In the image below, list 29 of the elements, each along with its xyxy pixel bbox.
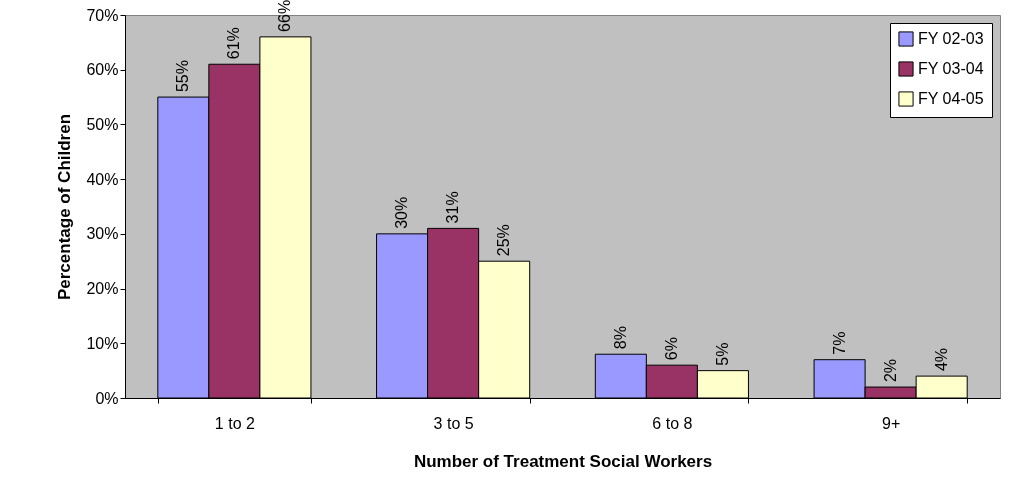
legend-label: FY 04-05 [918, 90, 984, 107]
data-label: 4% [932, 347, 950, 372]
data-label: 66% [276, 0, 294, 32]
y-tick-label: 30% [86, 225, 119, 243]
y-tick-label: 10% [86, 334, 119, 352]
y-tick-label: 70% [86, 6, 119, 24]
data-label: 61% [225, 27, 243, 60]
data-label: 55% [174, 60, 192, 93]
data-label: 7% [830, 331, 848, 355]
y-tick-label: 50% [86, 115, 119, 133]
y-tick-label: 40% [86, 170, 119, 188]
data-label: 2% [881, 358, 899, 383]
data-label: 8% [611, 326, 629, 350]
data-label: 6% [662, 337, 680, 361]
y-tick-label: 60% [86, 61, 119, 79]
x-tick-label: 9+ [882, 414, 901, 432]
x-tick-label: 3 to 5 [433, 414, 474, 432]
legend-label: FY 03-04 [918, 60, 984, 77]
data-label: 5% [713, 342, 731, 366]
x-tick-label: 1 to 2 [214, 414, 255, 432]
y-tick-label: 0% [95, 389, 119, 407]
data-label: 30% [393, 196, 411, 229]
x-tick-label: 6 to 8 [652, 414, 693, 432]
x-axis-title: Number of Treatment Social Workers [413, 451, 713, 471]
y-axis-title: Percentage of Children [55, 113, 75, 301]
data-label: 31% [444, 191, 462, 224]
legend-label: FY 02-03 [918, 30, 984, 47]
data-label: 25% [495, 224, 513, 257]
y-tick-label: 20% [86, 280, 119, 298]
